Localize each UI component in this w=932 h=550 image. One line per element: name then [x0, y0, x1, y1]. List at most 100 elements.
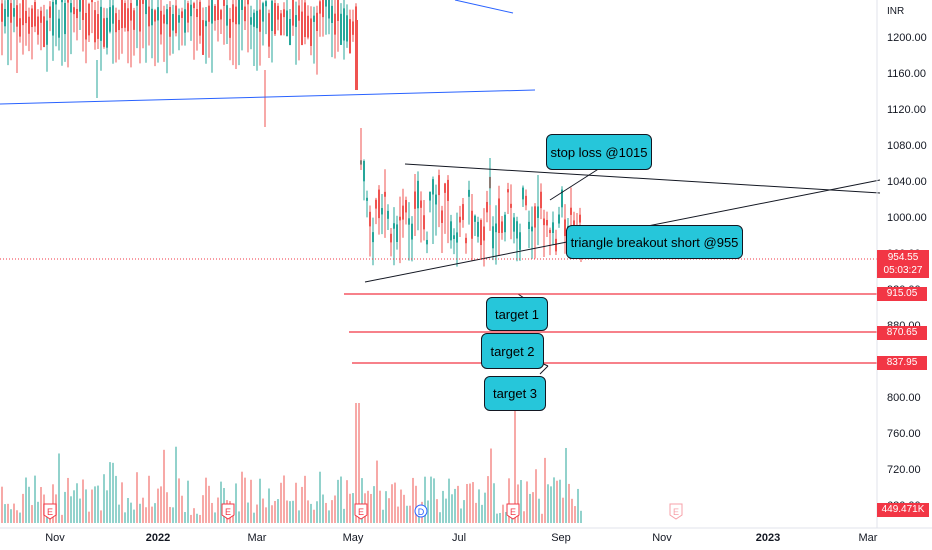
candle-body: [352, 21, 354, 35]
candle-body: [328, 0, 330, 19]
earnings-marker[interactable]: [43, 503, 57, 520]
trendline-blue-upper[interactable]: [454, 0, 514, 14]
candle-body: [106, 17, 108, 48]
volume-bar: [322, 494, 324, 523]
stop-loss-callout[interactable]: stop loss @1015: [546, 134, 652, 170]
candle-body: [199, 1, 201, 36]
candle-body: [121, 0, 123, 29]
candle-body: [124, 3, 126, 28]
earnings-marker[interactable]: [506, 503, 520, 520]
triangle-upper-line[interactable]: [404, 163, 881, 194]
candle-body: [169, 6, 171, 37]
candle-body: [178, 15, 180, 23]
volume-bar: [88, 511, 90, 523]
candle-body: [52, 1, 54, 36]
candle-body: [130, 3, 132, 21]
candle-body: [160, 10, 162, 35]
time-tick-label: 2023: [756, 532, 780, 544]
time-tick-label: Nov: [45, 532, 65, 544]
candle-body: [292, 0, 294, 26]
volume-bar: [142, 497, 144, 523]
volume-bar: [277, 499, 279, 523]
price-tick-label: 1040.00: [887, 176, 927, 188]
candle-body: [435, 194, 437, 205]
candle-body: [256, 10, 258, 29]
volume-bar: [25, 477, 27, 523]
candle-body: [25, 10, 27, 24]
candle-body: [301, 11, 303, 46]
volume-bar: [394, 482, 396, 523]
volume-bar: [358, 403, 360, 523]
candle-body: [4, 8, 6, 27]
candle-body: [334, 13, 336, 35]
candle-body: [181, 11, 183, 18]
volume-bar: [271, 505, 273, 523]
volume-bar: [505, 511, 507, 523]
volume-bar: [295, 482, 297, 523]
volume-bar: [304, 475, 306, 523]
volume-bar: [256, 504, 258, 523]
price-tick-label: 760.00: [887, 428, 921, 440]
price-tick-label: 720.00: [887, 464, 921, 476]
target2-callout[interactable]: target 2: [481, 333, 544, 369]
candle-body: [208, 5, 210, 22]
support-trendline-blue[interactable]: [0, 89, 536, 105]
candle-body: [369, 211, 371, 227]
volume-bar: [184, 512, 186, 523]
candle-body: [265, 1, 267, 7]
volume-bar: [37, 501, 39, 523]
candle-body: [504, 214, 506, 233]
level-tag-3: 837.95: [877, 356, 927, 370]
volume-bar: [250, 479, 252, 523]
candle-body: [495, 223, 497, 233]
candle-body: [492, 226, 494, 249]
candle-body: [112, 5, 114, 24]
candle-body: [343, 8, 345, 41]
volume-tag: 449.471K: [877, 503, 929, 517]
candle-body: [202, 20, 204, 55]
candle-body: [142, 0, 144, 4]
target3-callout[interactable]: target 3: [484, 376, 546, 411]
target1-callout[interactable]: target 1: [486, 297, 548, 331]
volume-bar: [127, 498, 129, 523]
candle-body: [543, 218, 545, 226]
volume-bar: [424, 476, 426, 523]
candle-body: [355, 20, 358, 90]
candle-body: [295, 15, 297, 27]
candle-body: [579, 214, 581, 223]
volume-bar: [400, 489, 402, 523]
volume-bar: [217, 497, 219, 523]
candle-body: [537, 206, 539, 218]
breakout-callout[interactable]: triangle breakout short @955: [566, 225, 743, 259]
candle-body: [151, 8, 153, 26]
dividend-marker[interactable]: [414, 504, 428, 518]
volume-bar: [103, 474, 105, 523]
candle-body: [310, 18, 312, 46]
volume-bar: [508, 478, 510, 523]
earnings-marker-label: E: [225, 507, 231, 517]
volume-bar: [112, 462, 114, 523]
candle-body: [519, 232, 521, 250]
earnings-marker[interactable]: [354, 503, 368, 520]
volume-bar: [493, 483, 495, 523]
candle-body: [393, 223, 395, 229]
candle-body: [214, 5, 216, 21]
volume-bar: [283, 475, 285, 523]
candle-body: [408, 218, 410, 225]
candle-body: [274, 3, 276, 35]
volume-bar: [67, 477, 69, 523]
candle-body: [286, 10, 288, 37]
candle-body: [154, 10, 156, 22]
candle-body: [405, 199, 407, 213]
earnings-marker[interactable]: [221, 503, 235, 520]
volume-bar: [244, 477, 246, 523]
volume-bar: [397, 506, 399, 523]
earnings-marker[interactable]: [669, 503, 683, 520]
candle-body: [67, 0, 69, 3]
volume-bar: [289, 501, 291, 523]
volume-bar: [442, 490, 444, 523]
candle-body: [441, 210, 443, 223]
time-tick-label: Jul: [452, 532, 466, 544]
